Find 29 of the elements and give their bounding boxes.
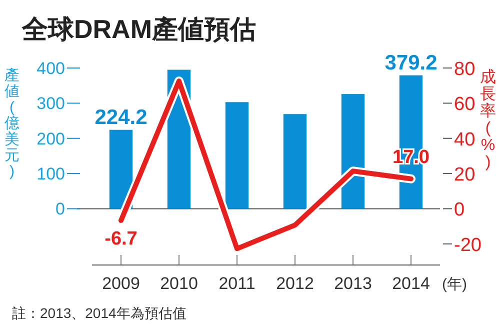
y-tick-label: 200	[36, 129, 65, 148]
y-tick-label: 100	[36, 164, 65, 184]
y2-tick-label: 80	[454, 59, 476, 80]
data-label: 379.2	[384, 51, 438, 74]
bar	[341, 94, 365, 209]
data-label: -6.7	[104, 228, 138, 250]
x-axis-title: (年)	[442, 276, 467, 293]
x-tick-label: 2011	[218, 274, 256, 293]
y-tick-label: 300	[36, 94, 65, 114]
y2-tick-label: 60	[454, 94, 476, 116]
y2-tick-label: 40	[454, 129, 476, 150]
y-axis-title: 產値(億美元)	[4, 67, 20, 180]
x-tick-label: 2014	[392, 274, 430, 293]
bar	[225, 102, 249, 209]
bar	[109, 130, 133, 209]
y-tick-label: 400	[36, 59, 65, 78]
chart-title: 全球DRAM產値預估	[21, 14, 256, 44]
y2-tick-label: 0	[454, 200, 465, 221]
x-tick-label: 2012	[276, 274, 314, 293]
y2-tick-label: -20	[454, 234, 482, 256]
x-tick-label: 2009	[102, 274, 140, 293]
bar	[283, 114, 307, 209]
y2-axis-title: 成長率(%)	[480, 68, 496, 171]
text: 註：2013、2014年為預估值	[12, 305, 186, 321]
y2-tick-label: 20	[454, 164, 476, 186]
data-label: 224.2	[94, 106, 148, 129]
y-tick-label: 0	[56, 200, 65, 219]
x-tick-label: 2013	[334, 274, 372, 293]
x-tick-label: 2010	[160, 274, 198, 293]
